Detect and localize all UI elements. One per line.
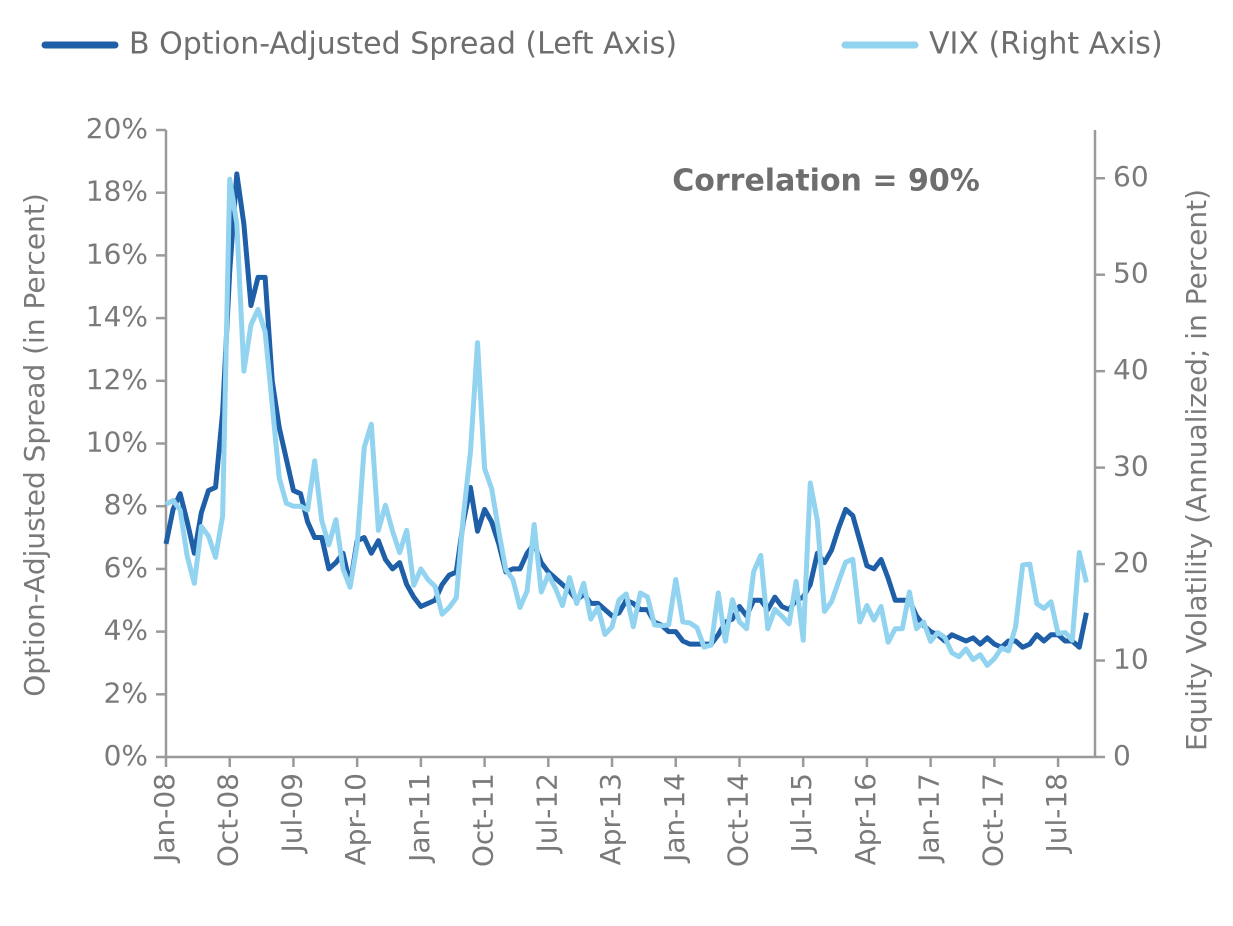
x-tick-label: Oct-17: [976, 773, 1009, 867]
x-tick-label: Jan-17: [913, 773, 946, 864]
series-line: [164, 176, 1089, 668]
x-tick-label: Apr-16: [849, 773, 882, 865]
y2-tick-label: 40: [1113, 353, 1149, 386]
x-tick-label: Jan-08: [148, 773, 181, 864]
x-tick-label: Apr-13: [594, 773, 627, 865]
y2-axis-title: Equity Volatility (Annualized; in Percen…: [1180, 189, 1213, 751]
y2-tick-label: 20: [1113, 546, 1149, 579]
y-tick-label: 2%: [104, 676, 148, 709]
x-tick-label: Jan-11: [403, 773, 436, 864]
y-tick-label: 10%: [86, 426, 148, 459]
y-tick-label: 0%: [104, 739, 148, 772]
y2-tick-label: 0: [1113, 739, 1131, 772]
series-line: [163, 171, 1089, 650]
x-tick-label: Oct-14: [721, 773, 754, 867]
x-tick-label: Jul-09: [275, 773, 308, 855]
y2-tick-label: 50: [1113, 257, 1149, 290]
y-tick-label: 18%: [86, 175, 148, 208]
x-tick-label: Oct-08: [212, 773, 245, 867]
x-tick-label: Jul-15: [785, 773, 818, 855]
x-tick-label: Apr-10: [339, 773, 372, 865]
y-tick-label: 14%: [86, 300, 148, 333]
legend-label: VIX (Right Axis): [929, 27, 1163, 62]
y2-tick-label: 30: [1113, 450, 1149, 483]
legend-label: B Option-Adjusted Spread (Left Axis): [129, 27, 677, 62]
y-tick-label: 20%: [86, 112, 148, 145]
y-tick-label: 6%: [104, 551, 148, 584]
x-tick-label: Oct-11: [467, 773, 500, 867]
annotation: Correlation = 90%: [672, 164, 980, 199]
y-axis-title: Option-Adjusted Spread (in Percent): [18, 193, 51, 697]
y2-tick-label: 10: [1113, 643, 1149, 676]
x-tick-label: Jan-14: [658, 773, 691, 864]
x-tick-label: Jul-12: [530, 773, 563, 855]
y-tick-label: 16%: [86, 237, 148, 270]
y-tick-label: 12%: [86, 363, 148, 396]
y-tick-label: 8%: [104, 488, 148, 521]
x-tick-label: Jul-18: [1040, 773, 1073, 855]
y-tick-label: 4%: [104, 614, 148, 647]
y2-tick-label: 60: [1113, 160, 1149, 193]
